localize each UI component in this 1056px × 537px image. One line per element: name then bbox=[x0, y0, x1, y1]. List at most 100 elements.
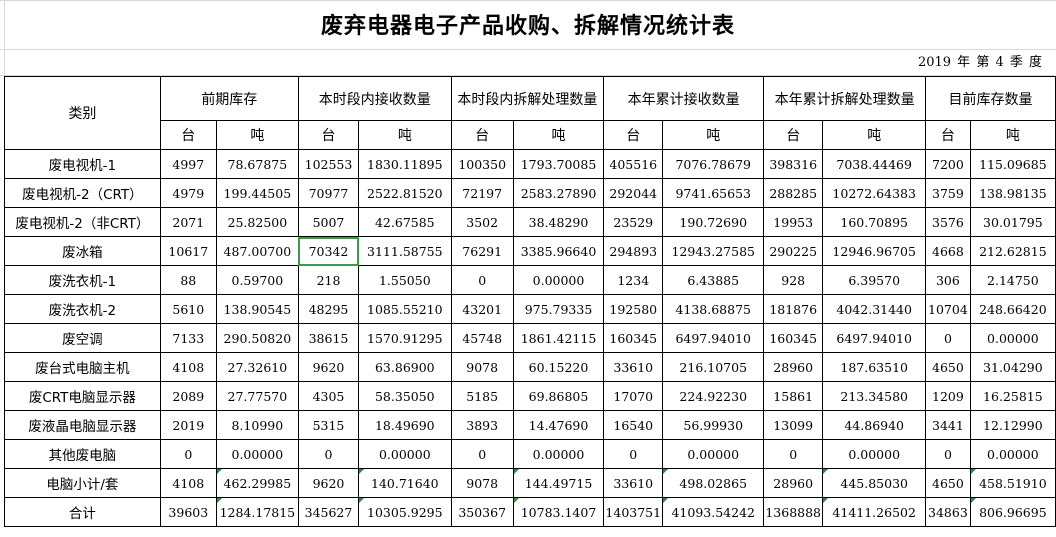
value-cell[interactable]: 4650 bbox=[925, 352, 971, 382]
category-header[interactable]: 类别 bbox=[4, 76, 161, 150]
value-cell[interactable]: 31.04290 bbox=[969, 352, 1056, 382]
value-cell[interactable]: 4650 bbox=[925, 468, 971, 498]
value-cell[interactable]: 138.98135 bbox=[969, 178, 1056, 208]
value-cell[interactable]: 1793.70085 bbox=[512, 149, 605, 179]
unit-header[interactable]: 吨 bbox=[662, 120, 765, 150]
category-cell[interactable]: 废电视机-2（非CRT） bbox=[4, 207, 161, 237]
value-cell[interactable]: 3502 bbox=[450, 207, 514, 237]
value-cell[interactable]: 4979 bbox=[159, 178, 217, 208]
value-cell[interactable]: 213.34580 bbox=[822, 381, 927, 411]
value-cell[interactable]: 38.48290 bbox=[512, 207, 605, 237]
value-cell[interactable]: 25.82500 bbox=[215, 207, 299, 237]
value-cell[interactable]: 70977 bbox=[297, 178, 360, 208]
selected-cell[interactable]: 70342 bbox=[297, 236, 360, 266]
value-cell[interactable]: 187.63510 bbox=[822, 352, 927, 382]
value-cell[interactable]: 6497.94010 bbox=[662, 323, 765, 353]
value-cell[interactable]: 1403751 bbox=[603, 497, 664, 527]
group-header-current-stock[interactable]: 目前库存数量 bbox=[925, 76, 1056, 121]
value-cell[interactable]: 190.72690 bbox=[662, 207, 765, 237]
category-cell[interactable]: 废CRT电脑显示器 bbox=[4, 381, 161, 411]
value-cell[interactable]: 160.70895 bbox=[822, 207, 927, 237]
value-cell[interactable]: 10704 bbox=[925, 294, 971, 324]
value-cell[interactable]: 192580 bbox=[603, 294, 664, 324]
value-cell[interactable]: 38615 bbox=[297, 323, 360, 353]
value-cell[interactable]: 290225 bbox=[763, 236, 824, 266]
value-cell[interactable]: 218 bbox=[297, 265, 360, 295]
value-cell[interactable]: 33610 bbox=[603, 468, 664, 498]
value-cell[interactable]: 12943.27585 bbox=[662, 236, 765, 266]
group-header-previous-stock[interactable]: 前期库存 bbox=[159, 76, 299, 121]
category-cell[interactable]: 废电视机-1 bbox=[4, 149, 161, 179]
value-cell[interactable]: 102553 bbox=[297, 149, 360, 179]
value-cell[interactable]: 7076.78679 bbox=[662, 149, 765, 179]
value-cell[interactable]: 1368888 bbox=[763, 497, 824, 527]
unit-header[interactable]: 台 bbox=[925, 120, 971, 150]
value-cell[interactable]: 0.59700 bbox=[215, 265, 299, 295]
value-cell[interactable]: 14.47690 bbox=[512, 410, 605, 440]
value-cell[interactable]: 0.00000 bbox=[822, 439, 927, 469]
group-header-ytd-received[interactable]: 本年累计接收数量 bbox=[603, 76, 765, 121]
value-cell[interactable]: 2522.81520 bbox=[358, 178, 452, 208]
value-cell[interactable]: 15861 bbox=[763, 381, 824, 411]
unit-header[interactable]: 台 bbox=[159, 120, 217, 150]
value-cell[interactable]: 3441 bbox=[925, 410, 971, 440]
value-cell[interactable]: 160345 bbox=[763, 323, 824, 353]
value-cell[interactable]: 41093.54242 bbox=[662, 497, 765, 527]
value-cell[interactable]: 9078 bbox=[450, 352, 514, 382]
group-header-ytd-dismantled[interactable]: 本年累计拆解处理数量 bbox=[763, 76, 927, 121]
value-cell[interactable]: 0.00000 bbox=[215, 439, 299, 469]
value-cell[interactable]: 28960 bbox=[763, 468, 824, 498]
value-cell[interactable]: 345627 bbox=[297, 497, 360, 527]
value-cell[interactable]: 19953 bbox=[763, 207, 824, 237]
value-cell[interactable]: 3576 bbox=[925, 207, 971, 237]
value-cell[interactable]: 2583.27890 bbox=[512, 178, 605, 208]
value-cell[interactable]: 140.71640 bbox=[358, 468, 452, 498]
value-cell[interactable]: 6.39570 bbox=[822, 265, 927, 295]
value-cell[interactable]: 212.62815 bbox=[969, 236, 1056, 266]
value-cell[interactable]: 0 bbox=[450, 439, 514, 469]
value-cell[interactable]: 0 bbox=[159, 439, 217, 469]
group-header-period-received[interactable]: 本时段内接收数量 bbox=[297, 76, 452, 121]
value-cell[interactable]: 0 bbox=[925, 439, 971, 469]
value-cell[interactable]: 78.67875 bbox=[215, 149, 299, 179]
value-cell[interactable]: 487.00700 bbox=[215, 236, 299, 266]
value-cell[interactable]: 58.35050 bbox=[358, 381, 452, 411]
value-cell[interactable]: 9078 bbox=[450, 468, 514, 498]
value-cell[interactable]: 17070 bbox=[603, 381, 664, 411]
value-cell[interactable]: 42.67585 bbox=[358, 207, 452, 237]
value-cell[interactable]: 0 bbox=[925, 323, 971, 353]
value-cell[interactable]: 3893 bbox=[450, 410, 514, 440]
category-cell[interactable]: 废洗衣机-2 bbox=[4, 294, 161, 324]
category-cell[interactable]: 电脑小计/套 bbox=[4, 468, 161, 498]
category-cell[interactable]: 废冰箱 bbox=[4, 236, 161, 266]
value-cell[interactable]: 288285 bbox=[763, 178, 824, 208]
unit-header[interactable]: 吨 bbox=[215, 120, 299, 150]
value-cell[interactable]: 16.25815 bbox=[969, 381, 1056, 411]
value-cell[interactable]: 445.85030 bbox=[822, 468, 927, 498]
unit-header[interactable]: 吨 bbox=[512, 120, 605, 150]
unit-header[interactable]: 吨 bbox=[358, 120, 452, 150]
unit-header[interactable]: 台 bbox=[603, 120, 664, 150]
value-cell[interactable]: 12946.96705 bbox=[822, 236, 927, 266]
value-cell[interactable]: 115.09685 bbox=[969, 149, 1056, 179]
value-cell[interactable]: 4042.31440 bbox=[822, 294, 927, 324]
value-cell[interactable]: 3111.58755 bbox=[358, 236, 452, 266]
value-cell[interactable]: 4997 bbox=[159, 149, 217, 179]
value-cell[interactable]: 224.92230 bbox=[662, 381, 765, 411]
value-cell[interactable]: 1861.42115 bbox=[512, 323, 605, 353]
value-cell[interactable]: 2089 bbox=[159, 381, 217, 411]
value-cell[interactable]: 2071 bbox=[159, 207, 217, 237]
value-cell[interactable]: 1234 bbox=[603, 265, 664, 295]
value-cell[interactable]: 8.10990 bbox=[215, 410, 299, 440]
value-cell[interactable]: 43201 bbox=[450, 294, 514, 324]
value-cell[interactable]: 7038.44469 bbox=[822, 149, 927, 179]
value-cell[interactable]: 30.01795 bbox=[969, 207, 1056, 237]
value-cell[interactable]: 72197 bbox=[450, 178, 514, 208]
value-cell[interactable]: 4138.68875 bbox=[662, 294, 765, 324]
value-cell[interactable]: 10617 bbox=[159, 236, 217, 266]
value-cell[interactable]: 405516 bbox=[603, 149, 664, 179]
value-cell[interactable]: 398316 bbox=[763, 149, 824, 179]
value-cell[interactable]: 1284.17815 bbox=[215, 497, 299, 527]
value-cell[interactable]: 144.49715 bbox=[512, 468, 605, 498]
value-cell[interactable]: 7133 bbox=[159, 323, 217, 353]
